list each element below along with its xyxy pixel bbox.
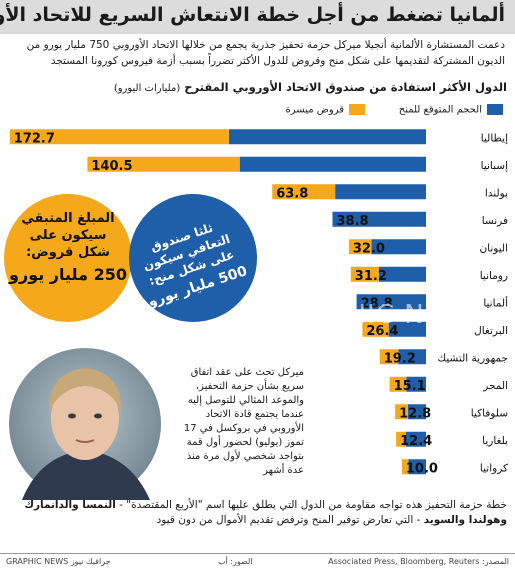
- country-label-11: بلغاريا: [482, 435, 508, 447]
- bar-grants-0: [229, 129, 426, 144]
- footer: GRAPHIC NEWS جرافيك نيوز الصور: أب Assoc…: [0, 553, 515, 571]
- country-label-9: المجر: [482, 380, 508, 392]
- country-label-2: بولندا: [485, 187, 508, 199]
- value-label-10: 12.8: [399, 406, 431, 421]
- footnote: خطة حزمة التحفيز هذه تواجه مقاومة من الد…: [8, 498, 507, 528]
- value-label-8: 19.2: [384, 351, 416, 366]
- country-label-3: فرنسا: [482, 215, 508, 227]
- value-label-0: 172.7: [14, 131, 55, 146]
- country-label-10: سلوفاكيا: [471, 407, 508, 419]
- bar-grants-2: [335, 184, 426, 199]
- value-label-12: 10.0: [406, 461, 438, 476]
- country-label-1: إسبانيا: [481, 160, 508, 172]
- value-label-5: 31.2: [355, 269, 387, 284]
- country-label-4: اليونان: [479, 242, 508, 254]
- loan-circle-line2: سيكون على: [30, 228, 107, 243]
- country-label-5: رومانيا: [480, 270, 508, 282]
- country-label-12: كرواتيا: [480, 462, 508, 474]
- country-label-0: إيطاليا: [481, 132, 508, 144]
- value-label-2: 63.8: [276, 186, 308, 201]
- footnote-text-before: خطة حزمة التحفيز هذه تواجه مقاومة من الد…: [116, 499, 507, 511]
- value-label-4: 32.0: [353, 241, 385, 256]
- loan-circle-line1: المبلغ المتبقي: [21, 211, 114, 226]
- footer-sources: Associated Press, Bloomberg, Reuters :ال…: [328, 557, 509, 566]
- value-label-3: 38.8: [336, 214, 368, 229]
- footer-photo-credit: الصور: أب: [218, 557, 253, 566]
- country-label-8: جمهورية التشيك: [438, 352, 508, 364]
- loan-circle-text: المبلغ المتبقي سيكون على شكل قروض: 250 م…: [4, 210, 132, 286]
- bar-grants-1: [240, 157, 426, 172]
- value-label-1: 140.5: [91, 159, 132, 174]
- footnote-text-after: - التي تعارض توفير المنح وترفض تقديم الأ…: [157, 514, 424, 526]
- footer-brand: GRAPHIC NEWS جرافيك نيوز: [6, 557, 111, 566]
- loan-circle-amount: 250 مليار يورو: [4, 264, 132, 286]
- value-label-11: 12.4: [400, 434, 432, 449]
- loan-circle-line3: شكل قروض:: [26, 245, 110, 260]
- value-label-9: 15.1: [394, 379, 426, 394]
- watermark: GRAPHIC NEWS: [272, 300, 486, 330]
- country-label-6: ألمانيا: [483, 295, 508, 309]
- photo-caption: ميركل تحث على عقد اتفاق سريع بشأن حزمة ا…: [178, 366, 304, 478]
